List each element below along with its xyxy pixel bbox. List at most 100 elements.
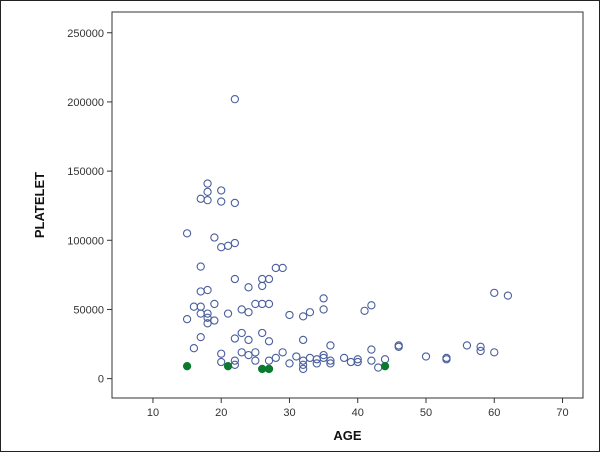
data-point bbox=[237, 305, 246, 314]
data-point bbox=[189, 344, 199, 353]
data-point bbox=[298, 335, 308, 345]
data-point bbox=[490, 348, 499, 357]
filled-data-point bbox=[223, 362, 233, 371]
data-point bbox=[203, 196, 212, 205]
x-tick-label: 30 bbox=[283, 407, 295, 419]
x-tick-label: 40 bbox=[352, 407, 364, 419]
data-point bbox=[203, 179, 212, 188]
data-point bbox=[367, 301, 376, 310]
filled-data-point bbox=[264, 364, 274, 374]
data-point bbox=[271, 353, 280, 363]
filled-data-point bbox=[258, 364, 267, 374]
data-point bbox=[210, 299, 219, 309]
x-axis: 10 20 30 40 50 60 70 bbox=[147, 398, 569, 419]
data-point bbox=[360, 306, 369, 315]
data-point bbox=[264, 274, 274, 284]
x-tick-label: 50 bbox=[420, 407, 432, 419]
data-point bbox=[203, 319, 212, 328]
y-axis-title: PLATELET bbox=[32, 172, 47, 238]
x-tick-label: 60 bbox=[488, 407, 500, 419]
data-point bbox=[264, 356, 274, 365]
data-point bbox=[182, 229, 192, 238]
x-axis-title: AGE bbox=[333, 428, 362, 443]
data-point bbox=[217, 349, 226, 358]
data-point bbox=[353, 357, 362, 367]
filled-data-point bbox=[182, 362, 192, 371]
y-axis: 0 50000 100000 150000 200000 250000 bbox=[67, 28, 112, 386]
data-point bbox=[476, 342, 485, 351]
data-point bbox=[278, 348, 287, 357]
data-point bbox=[230, 198, 240, 208]
y-tick-label: 0 bbox=[98, 374, 104, 386]
data-point bbox=[258, 281, 267, 291]
data-point bbox=[339, 353, 349, 363]
data-point bbox=[421, 352, 431, 361]
data-point bbox=[490, 288, 499, 298]
data-point bbox=[244, 308, 253, 317]
data-point bbox=[223, 309, 233, 318]
data-point bbox=[476, 346, 485, 356]
data-point bbox=[203, 313, 212, 322]
data-point bbox=[264, 337, 274, 346]
y-tick-label: 150000 bbox=[67, 166, 104, 178]
data-point bbox=[319, 353, 328, 363]
data-point bbox=[217, 357, 226, 367]
data-point bbox=[217, 197, 226, 206]
data-point bbox=[285, 310, 294, 320]
data-point bbox=[251, 348, 260, 357]
data-point bbox=[244, 335, 253, 345]
data-point bbox=[326, 359, 335, 368]
data-point bbox=[298, 360, 308, 369]
data-point bbox=[244, 350, 253, 360]
data-point bbox=[319, 350, 328, 360]
data-point bbox=[217, 186, 226, 195]
data-point bbox=[203, 285, 212, 295]
data-point bbox=[292, 352, 301, 361]
data-point bbox=[230, 356, 240, 365]
data-point bbox=[503, 291, 513, 300]
data-point bbox=[258, 328, 267, 338]
x-tick-label: 20 bbox=[215, 407, 227, 419]
data-point bbox=[298, 356, 308, 365]
data-point bbox=[210, 233, 219, 242]
data-point bbox=[298, 312, 308, 321]
data-point bbox=[305, 308, 315, 317]
data-point bbox=[319, 305, 328, 314]
data-point bbox=[319, 294, 328, 303]
data-point bbox=[223, 241, 233, 250]
x-tick-label: 70 bbox=[556, 407, 568, 419]
data-point bbox=[230, 95, 240, 104]
data-point bbox=[394, 342, 403, 351]
data-point bbox=[278, 263, 287, 273]
plot-area bbox=[111, 11, 584, 399]
data-point bbox=[367, 356, 376, 365]
data-point bbox=[285, 359, 294, 368]
data-point bbox=[210, 316, 219, 325]
data-point bbox=[237, 348, 246, 357]
data-point bbox=[196, 332, 205, 342]
data-point bbox=[230, 238, 240, 248]
x-tick-label: 10 bbox=[147, 407, 159, 419]
data-point bbox=[230, 334, 240, 343]
data-point bbox=[237, 328, 246, 338]
data-point bbox=[326, 341, 335, 350]
data-point bbox=[367, 345, 376, 354]
data-point bbox=[203, 309, 212, 318]
data-point bbox=[264, 299, 274, 309]
data-point bbox=[353, 355, 362, 364]
data-point bbox=[182, 314, 192, 324]
data-point bbox=[462, 341, 472, 350]
data-point bbox=[326, 356, 335, 365]
y-tick-label: 200000 bbox=[67, 97, 104, 109]
data-point bbox=[230, 274, 240, 284]
data-points bbox=[182, 95, 513, 374]
y-tick-label: 250000 bbox=[67, 28, 104, 40]
data-point bbox=[312, 359, 321, 368]
data-point bbox=[298, 364, 308, 374]
data-point bbox=[203, 187, 212, 197]
data-point bbox=[196, 262, 205, 271]
data-point bbox=[251, 356, 260, 365]
y-tick-label: 50000 bbox=[73, 304, 104, 316]
data-point bbox=[244, 283, 253, 292]
